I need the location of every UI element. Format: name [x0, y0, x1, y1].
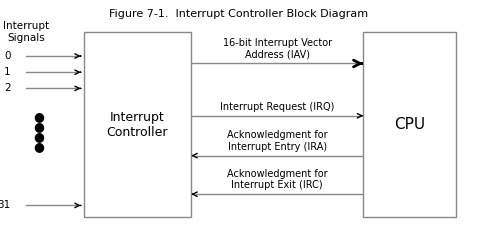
Text: Interrupt
Controller: Interrupt Controller — [107, 111, 168, 138]
Text: ●: ● — [34, 121, 44, 133]
Text: Interrupt
Signals: Interrupt Signals — [3, 21, 49, 43]
Bar — [363, 32, 456, 217]
Text: ●: ● — [34, 111, 44, 124]
Text: Interrupt Request (IRQ): Interrupt Request (IRQ) — [220, 102, 335, 112]
Text: Acknowledgment for
Interrupt Exit (IRC): Acknowledgment for Interrupt Exit (IRC) — [227, 169, 327, 190]
Text: 31: 31 — [0, 200, 11, 210]
Text: ●: ● — [34, 140, 44, 153]
Bar — [84, 32, 191, 217]
Text: 0: 0 — [4, 51, 11, 61]
Text: 2: 2 — [4, 83, 11, 93]
Text: Acknowledgment for
Interrupt Entry (IRA): Acknowledgment for Interrupt Entry (IRA) — [227, 130, 327, 152]
Text: CPU: CPU — [394, 117, 425, 132]
Text: ●: ● — [34, 130, 44, 143]
Text: 1: 1 — [4, 67, 11, 77]
Text: Figure 7-1.  Interrupt Controller Block Diagram: Figure 7-1. Interrupt Controller Block D… — [109, 9, 369, 19]
Text: 16-bit Interrupt Vector
Address (IAV): 16-bit Interrupt Vector Address (IAV) — [223, 38, 332, 60]
